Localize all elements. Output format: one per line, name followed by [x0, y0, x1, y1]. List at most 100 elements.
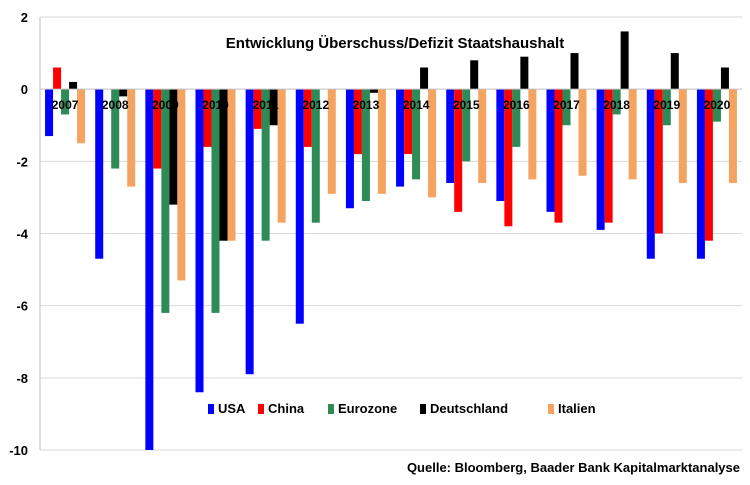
bar-eurozone-2015 — [462, 89, 471, 162]
y-tick-label: -4 — [16, 227, 28, 242]
y-tick-label: -2 — [16, 154, 28, 169]
bar-italien-2016 — [528, 89, 537, 180]
chart-title: Entwicklung Überschuss/Defizit Staatshau… — [226, 35, 564, 52]
x-tick-label: 2007 — [52, 98, 79, 112]
bar-china-2018 — [604, 89, 613, 223]
bar-deutschland-2018 — [620, 31, 629, 90]
bar-eurozone-2007 — [61, 89, 70, 115]
bar-italien-2013 — [377, 89, 386, 194]
bar-china-2014 — [404, 89, 413, 155]
x-tick-label: 2014 — [403, 98, 430, 112]
bar-china-2020 — [704, 89, 713, 241]
bar-deutschland-2020 — [720, 67, 729, 90]
x-tick-label: 2010 — [202, 98, 229, 112]
bar-deutschland-2013 — [369, 89, 378, 93]
legend-label-eurozone: Eurozone — [338, 401, 397, 416]
bar-china-2013 — [353, 89, 362, 155]
x-tick-label: 2009 — [152, 98, 179, 112]
bar-deutschland-2015 — [470, 60, 479, 90]
bar-eurozone-2020 — [712, 89, 721, 122]
bar-usa-2018 — [596, 89, 605, 230]
legend-swatch-usa — [208, 404, 214, 414]
bar-deutschland-2011 — [269, 89, 278, 126]
bar-eurozone-2009 — [161, 89, 170, 313]
legend-label-italien: Italien — [558, 401, 596, 416]
legend-label-usa: USA — [218, 401, 246, 416]
bar-china-2019 — [654, 89, 663, 234]
bar-china-2015 — [454, 89, 463, 212]
x-tick-label: 2015 — [453, 98, 480, 112]
bar-italien-2015 — [478, 89, 487, 183]
bar-china-2012 — [303, 89, 312, 147]
source-note: Quelle: Bloomberg, Baader Bank Kapitalma… — [406, 460, 740, 475]
bar-china-2016 — [504, 89, 513, 227]
bar-usa-2014 — [396, 89, 405, 187]
x-tick-label: 2019 — [653, 98, 680, 112]
bar-italien-2012 — [327, 89, 336, 194]
legend-swatch-eurozone — [328, 404, 334, 414]
bar-eurozone-2012 — [311, 89, 320, 223]
bar-deutschland-2007 — [69, 81, 78, 90]
legend-label-deutschland: Deutschland — [430, 401, 508, 416]
x-tick-label: 2020 — [704, 98, 731, 112]
bar-deutschland-2010 — [219, 89, 228, 241]
y-tick-label: -6 — [16, 299, 28, 314]
bar-china-2017 — [554, 89, 563, 223]
legend-swatch-china — [258, 404, 264, 414]
bar-italien-2007 — [77, 89, 86, 144]
x-tick-label: 2017 — [553, 98, 580, 112]
bar-china-2010 — [203, 89, 212, 147]
bar-china-2011 — [253, 89, 262, 129]
bar-deutschland-2019 — [670, 53, 679, 90]
gridlines — [40, 16, 742, 451]
x-tick-label: 2013 — [353, 98, 380, 112]
bar-usa-2019 — [646, 89, 655, 259]
bar-eurozone-2017 — [562, 89, 571, 126]
bar-italien-2009 — [177, 89, 186, 281]
x-tick-label: 2018 — [603, 98, 630, 112]
bar-italien-2010 — [227, 89, 236, 241]
bar-deutschland-2017 — [570, 53, 579, 90]
bar-eurozone-2016 — [512, 89, 521, 147]
bar-deutschland-2016 — [520, 56, 529, 90]
y-tick-label: 0 — [21, 82, 28, 97]
legend-label-china: China — [268, 401, 305, 416]
bar-usa-2010 — [195, 89, 204, 393]
bar-eurozone-2011 — [261, 89, 270, 241]
bar-italien-2008 — [127, 89, 136, 187]
bar-italien-2011 — [277, 89, 286, 223]
bar-usa-2020 — [696, 89, 705, 259]
bar-deutschland-2009 — [169, 89, 178, 205]
bar-usa-2012 — [295, 89, 304, 324]
legend: USA China Eurozone Deutschland Italien — [208, 401, 596, 416]
bar-italien-2019 — [678, 89, 687, 183]
legend-swatch-deutschland — [420, 404, 426, 414]
bar-italien-2020 — [728, 89, 737, 183]
bar-usa-2008 — [95, 89, 104, 259]
bar-eurozone-2014 — [412, 89, 421, 180]
bars — [45, 31, 737, 451]
legend-swatch-italien — [548, 404, 554, 414]
bar-usa-2013 — [345, 89, 354, 209]
x-tick-label: 2016 — [503, 98, 530, 112]
y-tick-label: 2 — [21, 10, 28, 25]
bar-eurozone-2019 — [662, 89, 671, 126]
bar-deutschland-2014 — [420, 67, 429, 90]
bar-eurozone-2013 — [361, 89, 370, 202]
bar-italien-2017 — [578, 89, 587, 176]
y-tick-label: -8 — [16, 371, 28, 386]
bar-usa-2007 — [45, 89, 54, 137]
x-tick-label: 2012 — [302, 98, 329, 112]
y-tick-label: -10 — [9, 443, 28, 458]
bar-usa-2017 — [546, 89, 555, 212]
bar-eurozone-2010 — [211, 89, 220, 313]
bar-usa-2009 — [145, 89, 154, 451]
bar-china-2007 — [53, 67, 62, 90]
bar-usa-2015 — [446, 89, 455, 183]
x-tick-label: 2011 — [253, 98, 279, 112]
bar-italien-2014 — [428, 89, 437, 198]
bar-china-2009 — [153, 89, 162, 169]
bar-deutschland-2008 — [119, 89, 128, 97]
x-tick-label: 2008 — [102, 98, 129, 112]
